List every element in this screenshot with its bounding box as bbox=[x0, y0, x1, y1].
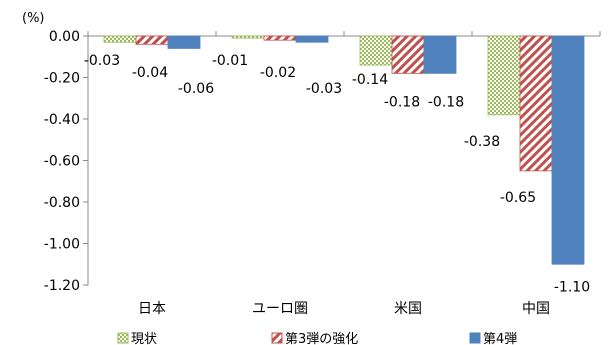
y-tick-label: -0.40 bbox=[44, 112, 80, 128]
bar-1-4 bbox=[487, 35, 521, 116]
legend: 現状 第3弾の強化 第4弾 bbox=[117, 332, 517, 345]
data-label-3-3: -0.18 bbox=[428, 94, 464, 110]
legend-label-1: 現状 bbox=[131, 332, 157, 345]
data-label-1-2: -0.01 bbox=[212, 53, 248, 69]
data-label-1-4: -0.38 bbox=[464, 134, 500, 150]
bars bbox=[103, 35, 585, 265]
bar-1-1 bbox=[103, 35, 137, 43]
legend-swatch-1 bbox=[117, 332, 129, 344]
bar-3-2 bbox=[295, 35, 329, 43]
data-label-3-1: -0.06 bbox=[178, 81, 214, 97]
data-label-2-4: -0.65 bbox=[500, 190, 536, 206]
y-tick-label: -0.60 bbox=[44, 154, 80, 170]
bar-3-1 bbox=[167, 35, 201, 49]
legend-label-2: 第3弾の強化 bbox=[285, 332, 358, 345]
y-tick-label: -0.80 bbox=[44, 195, 80, 211]
data-label-2-2: -0.02 bbox=[260, 65, 296, 81]
data-label-1-1: -0.03 bbox=[84, 53, 120, 69]
data-label-2-3: -0.18 bbox=[384, 94, 420, 110]
bar-1-3 bbox=[359, 35, 393, 66]
data-label-1-3: -0.14 bbox=[352, 72, 388, 88]
bar-2-1 bbox=[135, 35, 169, 45]
bar-2-2 bbox=[263, 35, 297, 41]
bar-2-4 bbox=[519, 35, 553, 172]
bar-3-3 bbox=[423, 35, 457, 74]
category-label: 米国 bbox=[394, 301, 422, 317]
bar-1-2 bbox=[231, 35, 265, 39]
category-label: 日本 bbox=[138, 301, 166, 317]
y-tick-label: -1.00 bbox=[44, 237, 80, 253]
bar-2-3 bbox=[391, 35, 425, 74]
legend-swatch-3 bbox=[469, 332, 481, 344]
y-tick-label: -0.20 bbox=[44, 71, 80, 87]
unit-label: (%) bbox=[22, 11, 45, 26]
data-label-2-1: -0.04 bbox=[132, 65, 168, 81]
bar-3-4 bbox=[551, 35, 585, 265]
legend-label-3: 第4弾 bbox=[483, 332, 517, 345]
data-label-3-4: -1.10 bbox=[554, 279, 590, 295]
y-tick-label: -1.20 bbox=[44, 278, 80, 294]
category-label: ユーロ圏 bbox=[252, 301, 308, 317]
category-labels: 日本 ユーロ圏 米国 中国 bbox=[138, 301, 550, 317]
data-label-3-2: -0.03 bbox=[306, 81, 342, 97]
category-label: 中国 bbox=[522, 301, 550, 317]
legend-swatch-2 bbox=[271, 332, 283, 344]
y-tick-label: 0.00 bbox=[49, 29, 80, 45]
data-labels: -0.03 -0.04 -0.06 -0.01 -0.02 -0.03 -0.14 -0.18… bbox=[84, 53, 590, 295]
